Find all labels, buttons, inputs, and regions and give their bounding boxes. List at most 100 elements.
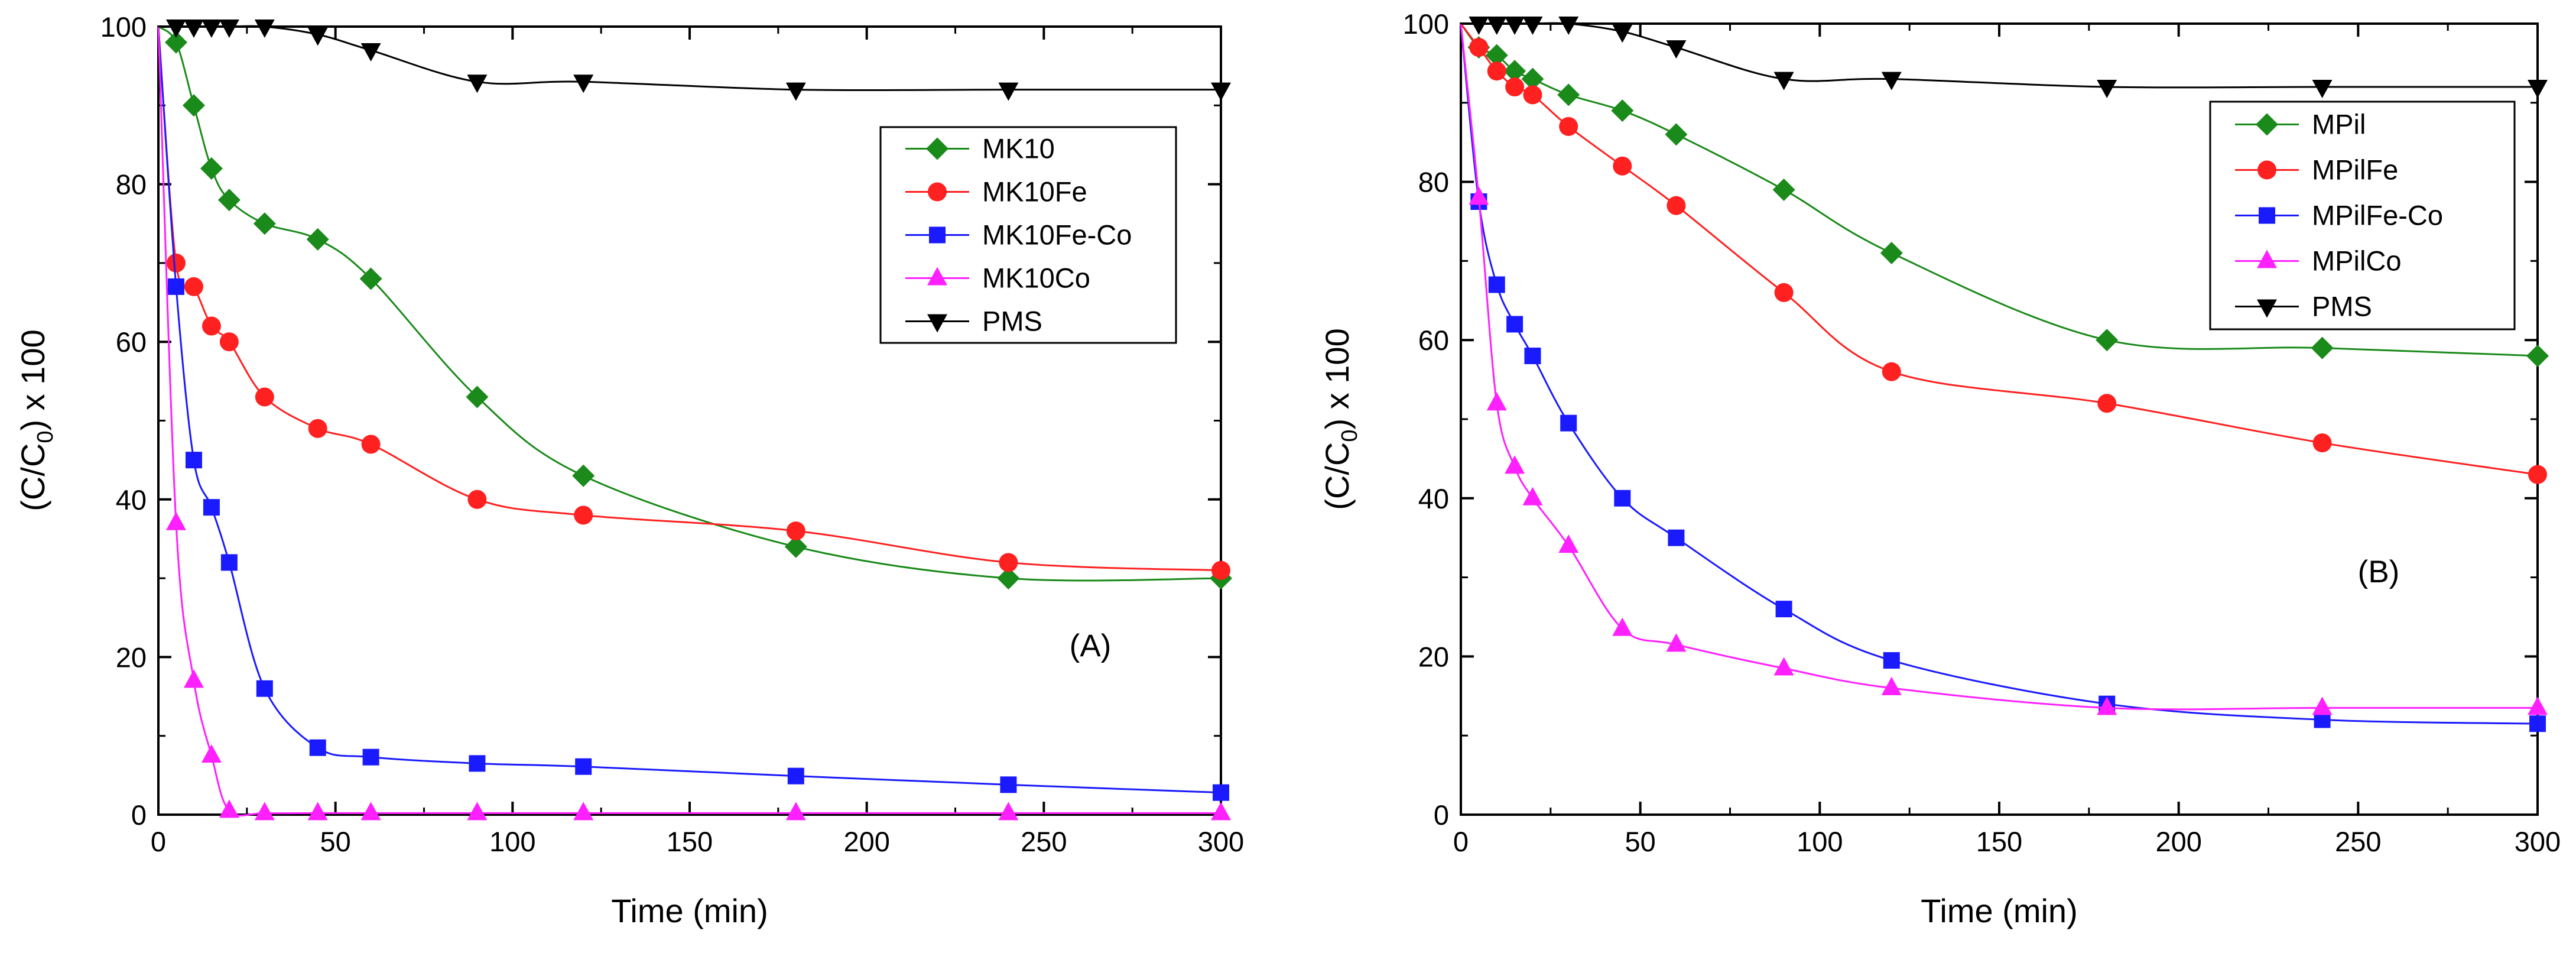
data-point [2528, 696, 2548, 715]
legend-marker [2257, 160, 2276, 180]
data-point [219, 332, 239, 352]
data-point [469, 755, 486, 772]
legend-marker [2256, 113, 2278, 136]
data-point [164, 31, 187, 54]
legend-marker [928, 182, 947, 202]
series-mpilfe [1460, 23, 2547, 484]
data-point [182, 94, 205, 117]
data-point [1612, 24, 1633, 43]
data-point [254, 20, 275, 38]
data-point [1485, 44, 1508, 67]
series-mk10co [157, 26, 1231, 821]
data-point [255, 387, 274, 407]
data-point [1881, 72, 1902, 90]
data-point [998, 802, 1019, 821]
data-point [219, 799, 239, 818]
data-point [2312, 80, 2333, 99]
data-point [1486, 392, 1507, 411]
y-axis-title-subscript: 0 [1337, 429, 1362, 442]
data-point [467, 74, 488, 93]
data-point [1614, 490, 1631, 507]
y-tick-label: 20 [116, 641, 147, 673]
data-point [1560, 414, 1577, 432]
data-point [998, 82, 1019, 101]
data-point [2526, 344, 2549, 367]
series-line [157, 26, 1221, 816]
data-point [2312, 433, 2332, 453]
x-tick-label: 250 [2335, 826, 2381, 857]
data-point [362, 748, 379, 766]
data-point [467, 802, 488, 821]
legend-marker [2257, 299, 2277, 318]
data-point [785, 82, 806, 101]
data-point [308, 419, 327, 438]
y-axis-title-suffix: ) x 100 [1318, 328, 1356, 429]
data-point [165, 511, 186, 530]
data-point [573, 802, 594, 821]
x-tick-label: 300 [2515, 826, 2561, 857]
data-point [1523, 85, 1542, 105]
data-point [307, 802, 328, 821]
legend-label: PMS [2312, 291, 2372, 322]
x-tick-label: 150 [667, 826, 713, 857]
y-tick-label: 80 [116, 169, 147, 200]
legend: MK10 MK10Fe MK10Fe-Co MK10Co PMS [879, 126, 1177, 344]
data-point [309, 739, 326, 756]
series-mpilco [1460, 23, 2548, 715]
x-tick-label: 300 [1198, 826, 1244, 857]
data-point [1557, 83, 1580, 106]
data-point [575, 758, 592, 775]
data-point [2097, 80, 2117, 99]
data-point [185, 452, 202, 469]
data-point [1666, 633, 1687, 652]
y-axis-title-subscript: 0 [33, 430, 58, 443]
y-axis-title: (C/C0) x 100 [1318, 328, 1362, 510]
data-point [997, 567, 1020, 590]
data-point [361, 435, 381, 454]
data-point [1505, 17, 1525, 35]
data-point [999, 553, 1018, 572]
x-tick-label: 100 [1797, 826, 1843, 857]
data-point [1558, 17, 1579, 35]
y-axis-title-prefix: (C/C [1318, 442, 1356, 510]
data-point [2097, 394, 2117, 413]
data-point [2529, 715, 2546, 732]
data-point [256, 680, 273, 697]
data-point [201, 20, 222, 38]
data-point [1880, 242, 1903, 265]
data-point [1486, 17, 1507, 35]
data-point [1521, 67, 1544, 90]
legend-label: MPilFe [2312, 154, 2398, 186]
data-point [360, 802, 381, 821]
series-line [157, 26, 1222, 794]
data-point [202, 316, 221, 336]
data-point [307, 27, 328, 46]
data-point [1211, 802, 1231, 821]
legend-label: MPilFe-Co [2312, 200, 2443, 231]
data-point [1506, 316, 1523, 333]
data-point [2528, 465, 2547, 484]
data-point [1522, 487, 1543, 505]
data-point [1667, 196, 1686, 215]
data-point [254, 802, 275, 821]
x-axis-title: Time (min) [1921, 892, 2077, 929]
x-tick-label: 0 [151, 826, 166, 857]
data-point [1612, 617, 1633, 636]
series-mk10fe-co [157, 26, 1229, 801]
x-tick-label: 50 [320, 826, 351, 857]
legend-marker [926, 137, 948, 160]
data-point [219, 20, 239, 38]
data-point [1522, 17, 1543, 35]
data-point [1666, 40, 1687, 59]
legend-marker [2259, 207, 2275, 224]
chart-panel-b: 0 50 100 150 200 250 300 0 20 40 60 80 100 Time (min)… [1318, 8, 2561, 929]
data-point [183, 20, 204, 38]
data-point [253, 212, 276, 235]
data-point [466, 385, 489, 409]
data-point [2528, 80, 2548, 99]
data-point [306, 228, 329, 251]
data-point [184, 277, 203, 296]
data-point [1211, 560, 1230, 580]
data-point [574, 505, 593, 525]
